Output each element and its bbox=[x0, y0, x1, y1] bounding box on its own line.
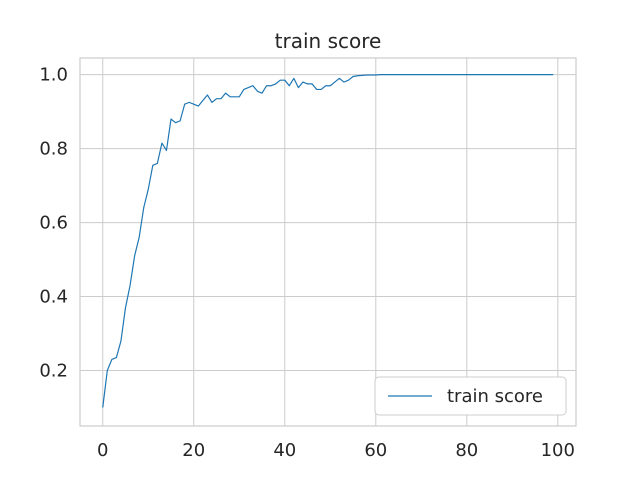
y-tick-label: 0.6 bbox=[39, 213, 68, 234]
x-tick-label: 80 bbox=[455, 440, 478, 461]
chart-title: train score bbox=[275, 29, 382, 53]
legend-box bbox=[374, 376, 567, 416]
y-tick-label: 0.8 bbox=[39, 139, 68, 160]
grid-lines bbox=[80, 58, 576, 426]
series-line-train-score bbox=[102, 74, 554, 408]
y-tick-label: 0.2 bbox=[39, 361, 68, 382]
series-lines bbox=[102, 74, 554, 408]
plot-frame bbox=[79, 57, 577, 427]
x-tick-label: 100 bbox=[541, 440, 575, 461]
y-tick-labels: 0.2 0.4 0.6 0.8 1.0 bbox=[39, 65, 68, 382]
x-tick-label: 20 bbox=[182, 440, 205, 461]
legend-label: train score bbox=[447, 386, 543, 407]
x-tick-label: 0 bbox=[97, 440, 108, 461]
y-tick-label: 0.4 bbox=[39, 287, 68, 308]
y-tick-label: 1.0 bbox=[39, 65, 68, 86]
legend: train score bbox=[374, 376, 567, 416]
x-tick-label: 40 bbox=[273, 440, 296, 461]
x-tick-label: 60 bbox=[364, 440, 387, 461]
x-tick-labels: 0 20 40 60 80 100 bbox=[97, 440, 575, 461]
